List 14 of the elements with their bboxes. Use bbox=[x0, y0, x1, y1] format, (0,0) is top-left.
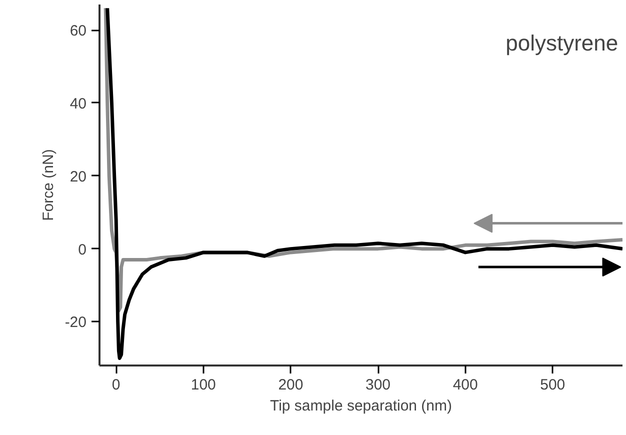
x-tick-label: 200 bbox=[278, 376, 304, 394]
y-tick-label: -20 bbox=[64, 314, 87, 332]
x-tick-label: 100 bbox=[190, 376, 216, 394]
x-tick-label: 300 bbox=[366, 376, 391, 394]
x-tick-label: 400 bbox=[452, 376, 478, 394]
y-tick-label: 0 bbox=[78, 241, 86, 258]
annotation: polystyrene bbox=[506, 30, 618, 56]
y-tick-label: 20 bbox=[70, 168, 87, 186]
y-tick-label: 60 bbox=[70, 22, 87, 40]
y-tick-label: 40 bbox=[70, 95, 87, 112]
x-tick-label: 0 bbox=[112, 376, 120, 394]
y-axis-title: Force (nN) bbox=[40, 149, 57, 221]
x-axis-title: Tip sample separation (nm) bbox=[270, 398, 452, 414]
x-tick-label: 500 bbox=[540, 376, 566, 394]
